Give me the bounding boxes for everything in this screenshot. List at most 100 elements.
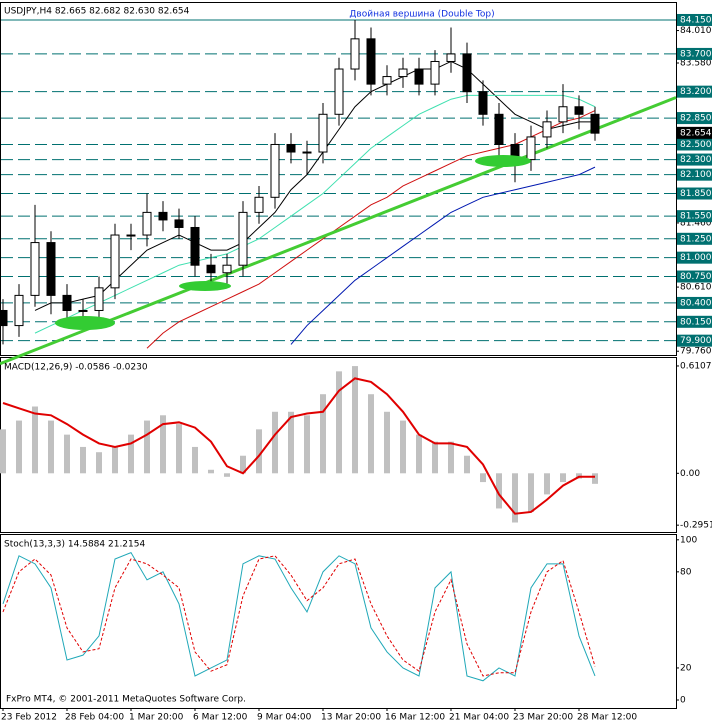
price-panel [0, 2, 677, 356]
macd-bar [48, 420, 54, 474]
level-label: 83.700 [680, 49, 712, 59]
candle-body [158, 211, 168, 221]
level-box [677, 187, 712, 200]
level-box [677, 112, 712, 125]
y-tick-label: 20 [680, 663, 692, 673]
macd-title: MACD(12,26,9) -0.0586 -0.0230 [4, 363, 148, 373]
candle-body [574, 106, 584, 115]
candle-body [446, 53, 456, 62]
stoch-line [2, 555, 596, 677]
level-box [677, 296, 712, 309]
y-tick-label: 83.580 [680, 58, 712, 68]
y-tick-label: 0.00 [680, 469, 700, 479]
candle-body [174, 219, 184, 228]
candle-body [238, 211, 248, 266]
macd-bar [512, 473, 518, 523]
candle-body [142, 211, 152, 236]
stoch-line [2, 551, 596, 682]
signal-line [2, 377, 595, 515]
macd-bar [496, 473, 502, 509]
candle-body [366, 38, 376, 85]
y-tick-label: 81.460 [680, 218, 712, 228]
y-tick-label: 80 [680, 567, 692, 577]
y-tick-label: 0 [680, 695, 686, 705]
candle-body [62, 294, 72, 311]
macd-bar [400, 420, 406, 474]
level-label: 81.000 [680, 253, 712, 263]
candle-body [462, 53, 472, 93]
level-label: 80.150 [680, 317, 712, 327]
x-tick-label: 6 Mar 12:00 [193, 713, 248, 723]
x-tick-label: 16 Mar 12:00 [385, 713, 445, 723]
level-box [677, 210, 712, 223]
candle-body [78, 309, 88, 312]
macd-bar [256, 429, 262, 474]
candle-body [94, 287, 104, 311]
y-tick-label: 84.010 [680, 26, 712, 36]
level-box [677, 334, 712, 347]
candle-body [190, 226, 200, 266]
candle-body [350, 38, 360, 70]
macd-bar [80, 446, 86, 474]
level-box [677, 251, 712, 264]
candle-body [494, 113, 504, 145]
moving-average [146, 110, 596, 349]
macd-bar [208, 469, 214, 474]
moving-average [34, 60, 595, 311]
macd-bar [352, 366, 358, 474]
footer: FxPro MT4, © 2001-2011 MetaQuotes Softwa… [6, 695, 246, 705]
level-label: 82.100 [680, 170, 712, 180]
y-tick-label: -0.2951 [680, 521, 712, 531]
macd-bar [128, 434, 134, 474]
macd-bar [480, 473, 486, 483]
y-tick-label: 100 [680, 535, 697, 545]
stoch-title: Stoch(13,3,3) 14.5884 21.2154 [4, 540, 145, 550]
level-label: 80.750 [680, 272, 712, 282]
candle-body [222, 264, 232, 274]
macd-bar [432, 441, 438, 474]
macd-bar [304, 415, 310, 474]
level-label: 80.400 [680, 298, 712, 308]
candle-body [254, 196, 264, 213]
candle-body [542, 121, 552, 138]
macd-bar [544, 473, 550, 495]
level-box [677, 13, 712, 26]
level-label: 81.250 [680, 234, 712, 244]
x-tick-label: 21 Mar 04:00 [449, 713, 509, 723]
price-header: USDJPY,H4 82.665 82.682 82.630 82.654 [4, 7, 190, 17]
level-box [677, 232, 712, 245]
level-label: 82.850 [680, 114, 712, 124]
moving-average [34, 94, 596, 334]
candle-body [110, 234, 120, 289]
macd-bar [16, 420, 22, 474]
candle-body [558, 106, 568, 123]
candle-body [318, 113, 328, 153]
level-label: 82.300 [680, 155, 712, 165]
y-tick-label: 80.610 [680, 283, 712, 293]
candle-body [286, 143, 296, 153]
current-price-label: 82.654 [680, 128, 712, 138]
candle-body [30, 242, 40, 296]
candle-body [302, 151, 312, 154]
x-tick-label: 28 Mar 12:00 [577, 713, 637, 723]
level-box [677, 270, 712, 283]
candle-body [270, 143, 280, 198]
x-tick-label: 23 Mar 20:00 [513, 713, 573, 723]
macd-bar [592, 473, 598, 484]
level-label: 84.150 [680, 15, 712, 25]
macd-bar [224, 473, 230, 477]
plot-layer [0, 19, 677, 682]
macd-bar [64, 434, 70, 474]
macd-bar [320, 394, 326, 474]
macd-bar [144, 420, 150, 474]
macd-bar [416, 434, 422, 474]
level-box [677, 138, 712, 151]
highlight-ellipse [179, 281, 231, 291]
candle-body [478, 91, 488, 115]
macd-bar [528, 473, 534, 512]
candle-body [430, 60, 440, 85]
candle-body [398, 68, 408, 78]
candle-body [0, 309, 8, 327]
x-tick-label: 13 Mar 20:00 [321, 713, 381, 723]
